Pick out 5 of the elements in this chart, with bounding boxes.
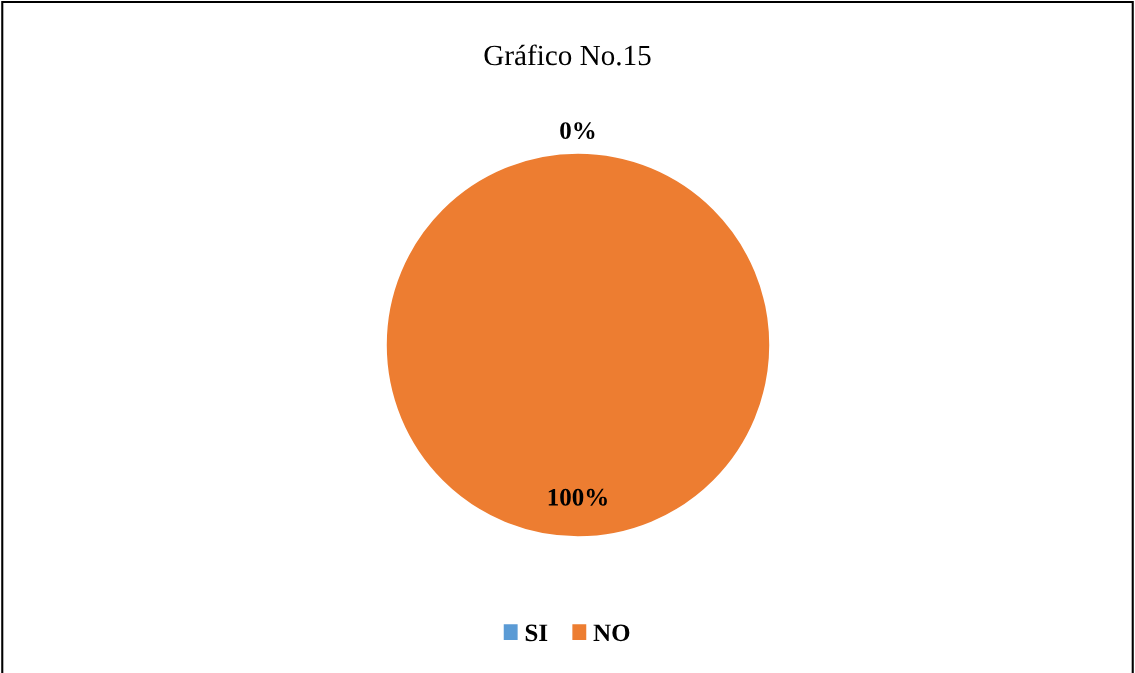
legend-label: NO [593,624,630,642]
data-label: 100% [548,488,607,506]
legend-label: SI [525,624,548,642]
chart-title: Gráfico No.15 [484,44,651,66]
text: 0% [560,122,595,140]
